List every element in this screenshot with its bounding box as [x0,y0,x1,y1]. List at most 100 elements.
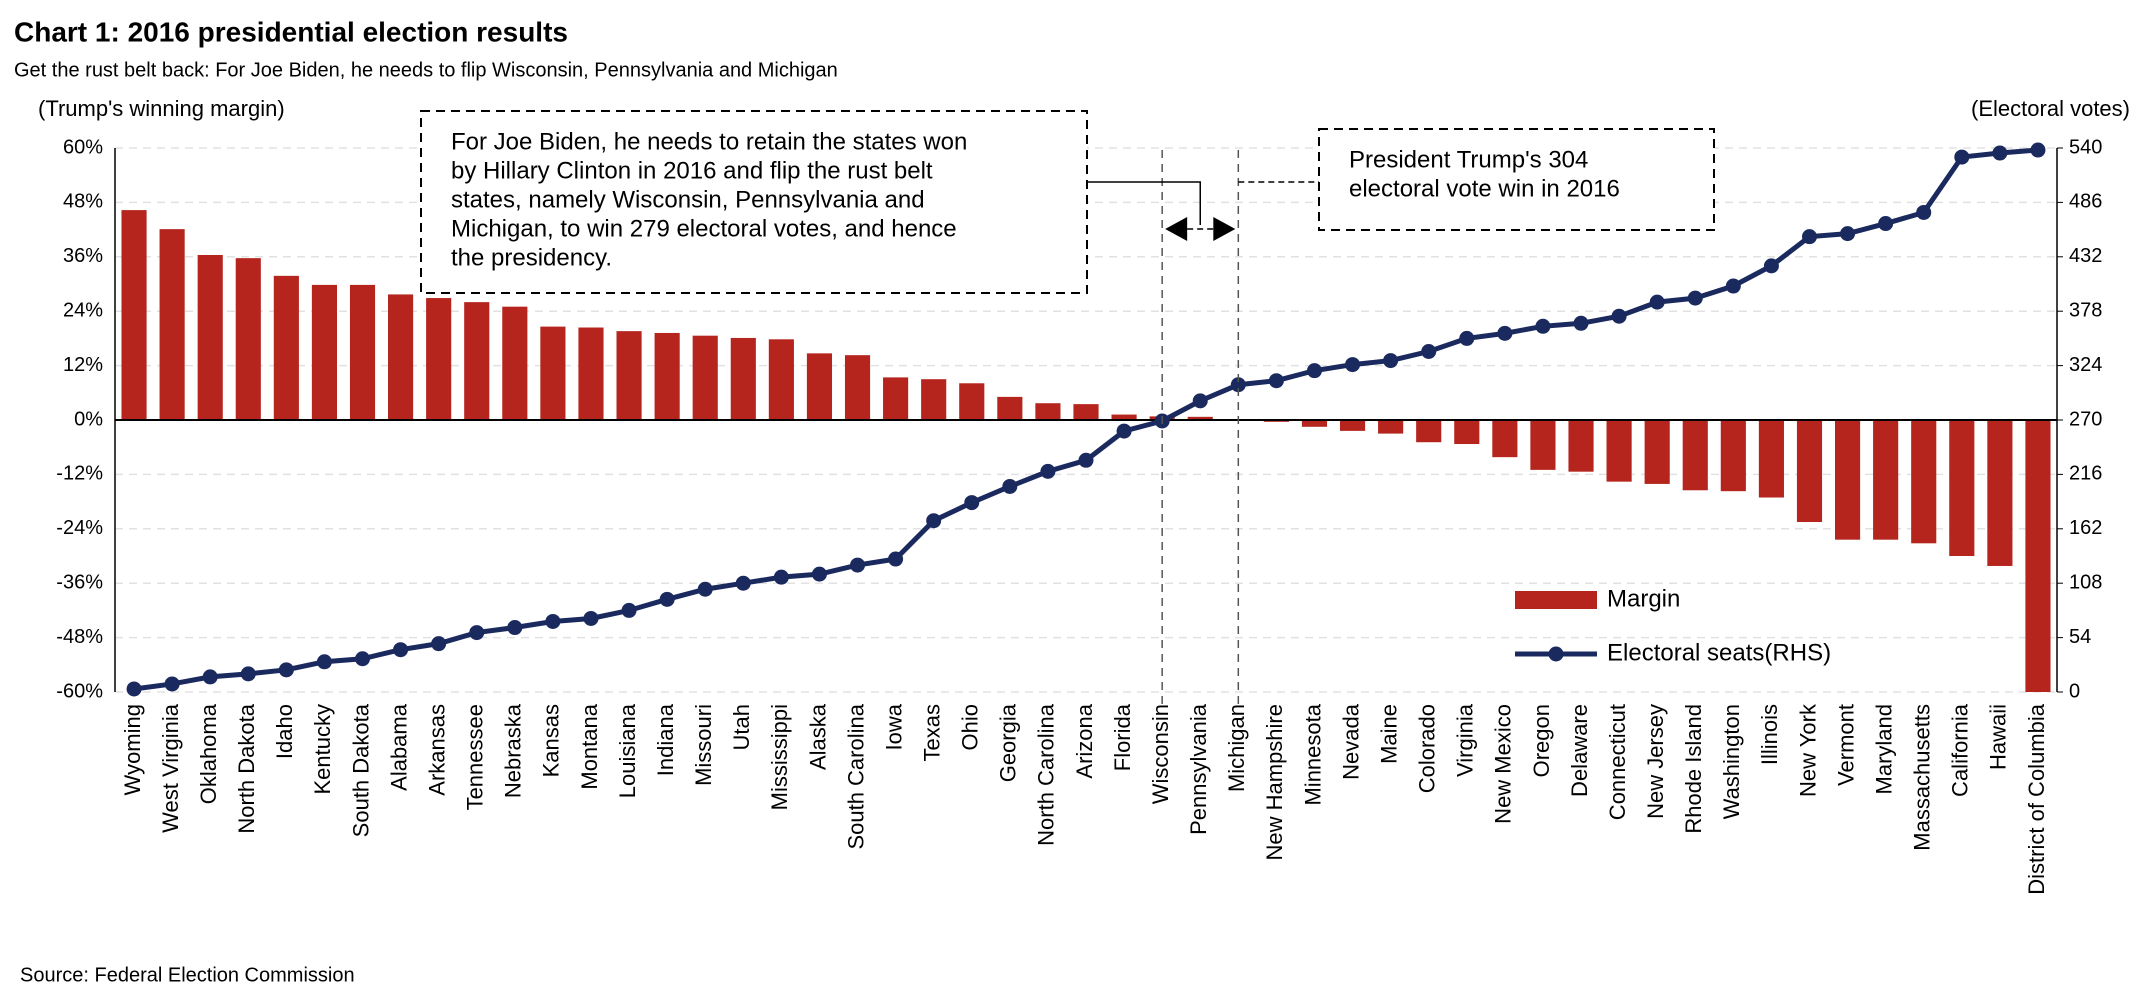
x-tick-label: Tennessee [463,704,488,810]
annotation-text: by Hillary Clinton in 2016 and flip the … [451,157,933,184]
bar [121,210,147,420]
bar [1873,420,1899,540]
y-tick-label: 24% [63,299,103,321]
bar [921,379,947,420]
bar [1416,420,1442,443]
x-tick-label: Pennsylvania [1186,703,1211,835]
bar [1073,404,1099,420]
line-point [393,642,409,658]
y2-tick-label: 324 [2069,354,2102,376]
y-tick-label: 48% [63,191,103,213]
x-tick-label: New York [1795,703,1820,797]
bar [768,339,794,420]
line-point [126,681,142,697]
bar [1035,403,1061,420]
x-tick-label: Kansas [539,704,564,777]
x-tick-label: Kentucky [310,704,335,795]
bar [426,298,452,420]
x-tick-label: Washington [1719,704,1744,819]
y2-tick-label: 216 [2069,463,2102,485]
line-point [1725,278,1741,294]
x-tick-label: Indiana [653,703,678,776]
bar [1796,420,1823,522]
bar [844,355,871,420]
x-tick-label: Connecticut [1605,704,1630,820]
line-point [1078,452,1094,468]
y2-tick-label: 0 [2069,680,2080,702]
x-tick-label: Michigan [1224,704,1249,792]
bar [1454,420,1480,445]
y2-tick-label: 432 [2069,245,2102,267]
line-point [469,625,485,641]
line-point [1459,330,1475,346]
line-point [1916,204,1932,220]
arrow-left [1165,217,1188,241]
bar [2025,420,2051,692]
y2-tick-label: 540 [2069,136,2102,158]
y-tick-label: 36% [63,245,103,267]
y2-axis-label: (Electoral votes) [1971,96,2130,121]
bar [159,229,185,420]
x-tick-label: Florida [1110,703,1135,771]
arrow-right [1213,217,1236,241]
line-point [1535,318,1551,334]
x-tick-label: Virginia [1453,703,1478,777]
x-tick-label: Georgia [996,703,1021,782]
bar [311,284,337,420]
y2-tick-label: 486 [2069,191,2102,213]
line-point [507,620,523,636]
line-point [1421,343,1437,359]
bar [1835,420,1861,540]
x-tick-label: New Jersey [1643,704,1668,819]
bar [1187,416,1213,420]
x-tick-label: Montana [577,703,602,789]
x-tick-label: Arizona [1072,703,1097,778]
x-tick-label: Vermont [1833,704,1858,786]
line-point [2030,142,2046,158]
x-tick-label: Maine [1376,704,1401,764]
line-point [1878,216,1894,232]
y2-tick-label: 54 [2069,626,2091,648]
x-tick-label: North Carolina [1034,703,1059,846]
annotation-text: President Trump's 304 [1349,146,1588,173]
annotation-box [420,110,1088,294]
x-tick-label: District of Columbia [2024,703,2049,894]
bar [1301,420,1328,427]
bar [883,377,909,420]
x-tick-label: Oregon [1529,704,1554,777]
x-tick-label: Wyoming [120,704,145,796]
line-point [278,662,294,678]
x-tick-label: Illinois [1757,704,1782,765]
bar [730,337,756,420]
x-tick-label: West Virginia [158,703,183,833]
y-tick-label: 0% [74,408,103,430]
bar [1949,420,1975,556]
x-tick-label: New Mexico [1491,704,1516,824]
annotation-text: the presidency. [451,244,612,271]
line-point [621,602,637,618]
y-axis-label: (Trump's winning margin) [38,96,285,121]
line-point [1383,353,1399,369]
x-tick-label: Maryland [1871,704,1896,794]
bars [121,210,2051,692]
bar [997,396,1023,420]
line-point [1954,149,1970,165]
x-tick-label: Mississippi [767,704,792,810]
bar [1492,420,1518,458]
bar [388,294,414,420]
line-point [1649,294,1665,310]
line-point [735,575,751,591]
line-point [1345,357,1361,373]
bar [1682,420,1708,491]
line-point [1763,258,1779,274]
x-tick-label: Wisconsin [1148,704,1173,804]
bar [1378,420,1404,434]
x-tick-label: Ohio [958,704,983,750]
line-point [1040,463,1056,479]
line-point [240,666,256,682]
line-point [545,613,561,629]
x-tick-label: Missouri [691,704,716,786]
y-tick-label: -24% [56,517,103,539]
line-point [1002,478,1018,494]
x-tick-label: Idaho [272,704,297,759]
